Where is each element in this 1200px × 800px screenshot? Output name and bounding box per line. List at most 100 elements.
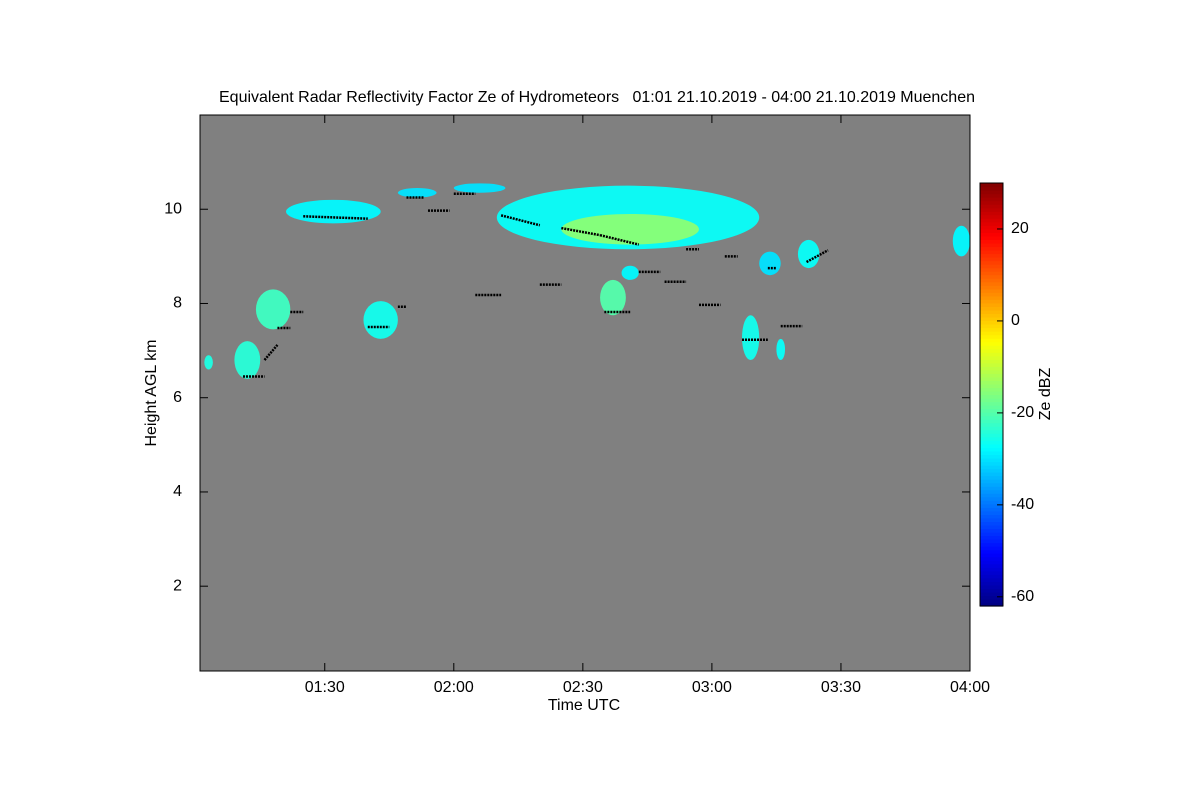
- colorbar-cell: [980, 440, 1003, 445]
- y-tick-label: 2: [173, 577, 182, 594]
- colorbar-cell: [980, 214, 1003, 219]
- colorbar-cell: [980, 373, 1003, 378]
- colorbar-cell: [980, 295, 1003, 300]
- echo: [255, 289, 291, 330]
- colorbar-cell: [980, 383, 1003, 389]
- echo: [363, 301, 398, 339]
- colorbar-cell: [980, 546, 1003, 551]
- x-tick-label: 04:00: [950, 679, 990, 696]
- colorbar-cell: [980, 320, 1003, 325]
- colorbar-cell: [980, 556, 1003, 561]
- colorbar-cell: [980, 408, 1003, 413]
- colorbar-cell: [980, 524, 1003, 530]
- colorbar-tick-label: -60: [1011, 588, 1034, 605]
- echo: [759, 251, 781, 276]
- colorbar-cell: [980, 549, 1003, 554]
- colorbar-cell: [980, 267, 1003, 272]
- colorbar-cell: [980, 479, 1003, 484]
- plot-frame: [199, 114, 971, 672]
- colorbar-cell: [980, 324, 1003, 329]
- colorbar-cell: [980, 232, 1003, 237]
- colorbar-cell: [980, 225, 1003, 230]
- colorbar-cell: [980, 334, 1003, 339]
- colorbar-cell: [980, 531, 1003, 537]
- colorbar-cell: [980, 253, 1003, 258]
- colorbar-cell: [980, 563, 1003, 568]
- colorbar-cell: [980, 570, 1003, 575]
- colorbar-cell: [980, 401, 1003, 406]
- colorbar-cell: [980, 285, 1003, 290]
- colorbar-cell: [980, 394, 1003, 399]
- echo: [561, 213, 699, 245]
- colorbar-cell: [980, 309, 1003, 315]
- colorbar-cell: [980, 249, 1003, 255]
- colorbar-cell: [980, 493, 1003, 498]
- colorbar-cell: [980, 221, 1003, 226]
- colorbar-cell: [980, 183, 1003, 188]
- colorbar-cell: [980, 278, 1003, 283]
- colorbar-cell: [980, 390, 1003, 396]
- colorbar-cell: [980, 355, 1003, 360]
- y-axis-label: Height AGL km: [143, 339, 160, 446]
- colorbar-cell: [980, 218, 1003, 223]
- x-axis-label: Time UTC: [548, 697, 620, 714]
- cloud-base: [263, 344, 279, 361]
- colorbar-cell: [980, 242, 1003, 248]
- colorbar-cell: [980, 510, 1003, 515]
- x-tick-label: 02:30: [563, 679, 603, 696]
- colorbar-cell: [980, 581, 1003, 586]
- colorbar-cell: [980, 472, 1003, 477]
- echo: [204, 355, 213, 370]
- chart-title: Equivalent Radar Reflectivity Factor Ze …: [219, 89, 975, 106]
- colorbar-cell: [980, 281, 1003, 286]
- colorbar-cell: [980, 577, 1003, 582]
- y-tick-label: 8: [173, 295, 182, 312]
- colorbar-cell: [980, 450, 1003, 456]
- echo: [453, 183, 506, 193]
- colorbar-cell: [980, 239, 1003, 244]
- colorbar-cell: [980, 588, 1003, 593]
- colorbar-cell: [980, 475, 1003, 480]
- colorbar-cell: [980, 302, 1003, 307]
- colorbar-cell: [980, 345, 1003, 350]
- colorbar-cell: [980, 380, 1003, 385]
- colorbar-cell: [980, 306, 1003, 311]
- colorbar-cell: [980, 341, 1003, 346]
- colorbar-cell: [980, 461, 1003, 466]
- colorbar-cell: [980, 535, 1003, 540]
- colorbar-cell: [980, 193, 1003, 198]
- colorbar-cell: [980, 313, 1003, 318]
- colorbar-cell: [980, 514, 1003, 519]
- colorbar-cell: [980, 352, 1003, 357]
- echo: [797, 239, 820, 269]
- colorbar-cell: [980, 521, 1003, 526]
- colorbar-tick-label: -20: [1011, 404, 1034, 421]
- colorbar-cell: [980, 454, 1003, 459]
- x-tick-label: 01:30: [305, 679, 345, 696]
- colorbar-cell: [980, 507, 1003, 512]
- colorbar-cell: [980, 465, 1003, 470]
- colorbar-cell: [980, 271, 1003, 276]
- colorbar-cell: [980, 443, 1003, 448]
- echo: [600, 279, 626, 316]
- colorbar-cell: [980, 591, 1003, 597]
- colorbar-cell: [980, 517, 1003, 522]
- colorbar-tick-label: 0: [1011, 312, 1020, 329]
- cloud-base: [805, 249, 829, 264]
- colorbar-cell: [980, 369, 1003, 374]
- colorbar-cell: [980, 584, 1003, 589]
- colorbar-cell: [980, 429, 1003, 434]
- colorbar-cell: [980, 197, 1003, 202]
- colorbar-cell: [980, 257, 1003, 262]
- colorbar-tick-label: -40: [1011, 496, 1034, 513]
- colorbar-cell: [980, 496, 1003, 501]
- colorbar-cell: [980, 331, 1003, 336]
- colorbar-cell: [980, 200, 1003, 205]
- colorbar-cell: [980, 204, 1003, 209]
- echo: [952, 225, 971, 257]
- echo: [742, 315, 760, 361]
- colorbar-cell: [980, 489, 1003, 494]
- colorbar-cell: [980, 316, 1003, 322]
- colorbar-cell: [980, 433, 1003, 438]
